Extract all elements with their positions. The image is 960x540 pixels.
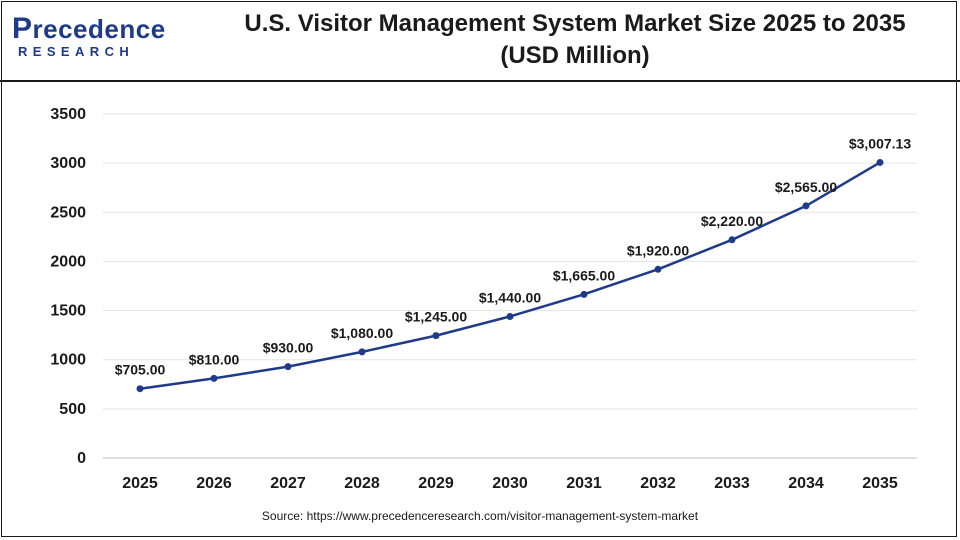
x-tick-label: 2028 (344, 475, 380, 492)
data-point (432, 332, 440, 340)
chart-title-line2: (USD Million) (500, 42, 650, 69)
x-tick-label: 2030 (492, 475, 528, 492)
data-label: $705.00 (115, 362, 166, 378)
source-note: Source: https://www.precedenceresearch.c… (261, 509, 699, 523)
y-tick-label: 2000 (50, 253, 86, 270)
data-label: $1,440.00 (479, 289, 541, 305)
chart-title: U.S. Visitor Management System Market Si… (190, 8, 960, 72)
x-tick-label: 2031 (566, 475, 602, 492)
data-label: $1,920.00 (627, 242, 689, 258)
y-tick-label: 3500 (50, 106, 86, 123)
data-point (580, 290, 588, 298)
x-tick-label: 2033 (714, 475, 750, 492)
data-label: $810.00 (189, 351, 240, 367)
chart-title-line1: U.S. Visitor Management System Market Si… (244, 10, 906, 37)
x-tick-label: 2034 (788, 475, 824, 492)
y-tick-label: 3000 (50, 155, 86, 172)
precedence-research-logo: Precedence RESEARCH (12, 14, 172, 70)
y-tick-label: 500 (59, 401, 86, 418)
data-point (728, 236, 736, 244)
series-line (139, 161, 881, 390)
data-label: $2,220.00 (701, 213, 763, 229)
data-label: $930.00 (263, 340, 314, 356)
data-point (136, 385, 144, 393)
logo-subtext: RESEARCH (18, 44, 135, 59)
data-point (506, 312, 514, 320)
data-point (876, 158, 884, 166)
x-tick-label: 2035 (862, 475, 898, 492)
data-point (802, 202, 810, 210)
data-point (284, 363, 292, 371)
data-label: $1,665.00 (553, 267, 615, 283)
x-tick-label: 2029 (418, 475, 454, 492)
logo-wordmark: Precedence (12, 12, 166, 45)
data-label: $1,245.00 (405, 309, 467, 325)
y-tick-label: 0 (77, 450, 86, 467)
x-tick-label: 2027 (270, 475, 306, 492)
data-label: $2,565.00 (775, 179, 837, 195)
y-tick-label: 2500 (50, 204, 86, 221)
data-label: $3,007.13 (849, 135, 911, 151)
y-tick-label: 1500 (50, 303, 86, 320)
y-tick-label: 1000 (50, 352, 86, 369)
data-label: $1,080.00 (331, 325, 393, 341)
x-tick-label: 2032 (640, 475, 676, 492)
logo-main-text: recedence (32, 14, 166, 44)
x-tick-label: 2026 (196, 475, 232, 492)
data-point (654, 265, 662, 273)
data-point (358, 348, 366, 356)
logo-initial: P (12, 12, 33, 45)
header: Precedence RESEARCH U.S. Visitor Managem… (0, 0, 960, 82)
x-tick-label: 2025 (122, 475, 158, 492)
data-point (210, 374, 218, 382)
